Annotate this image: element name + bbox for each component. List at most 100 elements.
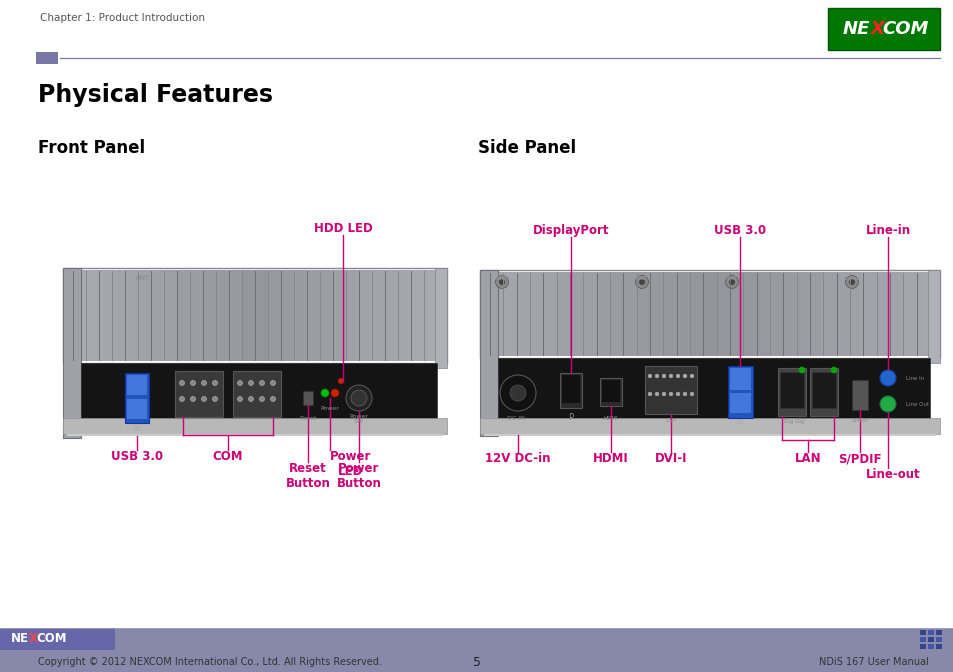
Bar xyxy=(331,270,344,361)
Text: DisplayPort: DisplayPort xyxy=(532,224,609,237)
Bar xyxy=(141,270,154,361)
Text: X: X xyxy=(870,20,884,38)
Bar xyxy=(927,644,933,649)
Bar xyxy=(794,272,807,356)
Bar xyxy=(305,270,318,361)
Text: DC IN: DC IN xyxy=(507,415,524,421)
Circle shape xyxy=(639,279,644,285)
Text: Chapter 1: Product Introduction: Chapter 1: Product Introduction xyxy=(40,13,205,23)
Bar xyxy=(435,268,447,368)
Bar xyxy=(174,371,223,417)
Text: HDMI: HDMI xyxy=(593,452,628,465)
Text: ANT: ANT xyxy=(725,276,738,280)
Circle shape xyxy=(248,396,253,401)
Circle shape xyxy=(647,374,651,378)
Text: COM: COM xyxy=(882,20,928,38)
Bar xyxy=(166,270,179,361)
Bar xyxy=(127,399,147,419)
Bar xyxy=(127,375,147,395)
Text: Gig Gig: Gig Gig xyxy=(783,419,803,425)
Circle shape xyxy=(337,378,344,384)
Bar xyxy=(561,375,579,403)
Bar xyxy=(919,630,925,635)
Bar xyxy=(573,272,586,356)
Bar xyxy=(129,270,141,361)
Bar xyxy=(0,628,953,672)
Bar xyxy=(872,272,885,356)
Bar xyxy=(885,272,899,356)
Bar xyxy=(479,270,497,436)
Bar xyxy=(935,630,941,635)
Bar xyxy=(63,268,81,438)
Circle shape xyxy=(668,374,672,378)
Bar xyxy=(432,270,445,361)
Bar xyxy=(280,270,294,361)
Bar xyxy=(520,272,534,356)
Bar xyxy=(293,270,306,361)
Bar xyxy=(729,368,750,390)
Text: NE: NE xyxy=(841,20,869,38)
Bar xyxy=(394,270,407,361)
Bar xyxy=(612,272,625,356)
Bar xyxy=(827,8,939,50)
Circle shape xyxy=(661,374,665,378)
Bar xyxy=(935,637,941,642)
Bar xyxy=(343,270,356,361)
Bar xyxy=(216,270,230,361)
Text: Copyright © 2012 NEXCOM International Co., Ltd. All Rights Reserved.: Copyright © 2012 NEXCOM International Co… xyxy=(38,657,381,667)
Bar xyxy=(585,272,599,356)
Text: Line Out: Line Out xyxy=(905,401,928,407)
Text: P: P xyxy=(568,413,573,423)
Bar xyxy=(233,371,281,417)
Text: S/PDIF: S/PDIF xyxy=(850,417,868,423)
Circle shape xyxy=(179,380,184,386)
Bar xyxy=(153,270,167,361)
Text: DVI: DVI xyxy=(665,417,676,423)
Text: Tuner: Tuner xyxy=(842,276,860,280)
Bar xyxy=(254,270,268,361)
Circle shape xyxy=(848,279,854,285)
Bar xyxy=(811,372,835,408)
Text: ANT: ANT xyxy=(495,276,508,280)
Circle shape xyxy=(213,380,217,386)
Circle shape xyxy=(237,380,242,386)
Text: USB 3.0: USB 3.0 xyxy=(713,224,765,237)
Bar xyxy=(729,272,742,356)
Text: Line-out: Line-out xyxy=(864,468,920,481)
Bar xyxy=(407,270,419,361)
Bar xyxy=(919,637,925,642)
Circle shape xyxy=(191,380,195,386)
Text: Line In: Line In xyxy=(905,376,923,380)
Text: HDD LED: HDD LED xyxy=(314,222,372,235)
Circle shape xyxy=(191,396,195,401)
Bar xyxy=(125,373,149,423)
Bar xyxy=(103,270,116,361)
Bar xyxy=(91,270,103,361)
Text: DVI-I: DVI-I xyxy=(654,452,686,465)
Bar xyxy=(927,270,939,363)
Bar xyxy=(495,272,508,356)
Text: Front Panel: Front Panel xyxy=(38,139,145,157)
Bar xyxy=(268,270,280,361)
Text: Power: Power xyxy=(320,407,339,411)
Bar xyxy=(741,272,756,356)
Bar xyxy=(115,270,129,361)
Bar xyxy=(911,272,924,356)
Circle shape xyxy=(237,396,242,401)
Circle shape xyxy=(259,380,264,386)
Circle shape xyxy=(647,392,651,396)
Bar xyxy=(369,270,382,361)
Circle shape xyxy=(682,392,686,396)
Circle shape xyxy=(676,374,679,378)
Circle shape xyxy=(510,385,525,401)
Bar xyxy=(677,272,690,356)
Bar xyxy=(690,272,703,356)
Text: Reset: Reset xyxy=(299,417,316,421)
Bar xyxy=(534,272,547,356)
Circle shape xyxy=(844,276,858,288)
Bar xyxy=(716,272,729,356)
Circle shape xyxy=(213,396,217,401)
Text: ANT: ANT xyxy=(635,276,648,280)
Circle shape xyxy=(728,279,734,285)
Bar xyxy=(809,368,837,416)
